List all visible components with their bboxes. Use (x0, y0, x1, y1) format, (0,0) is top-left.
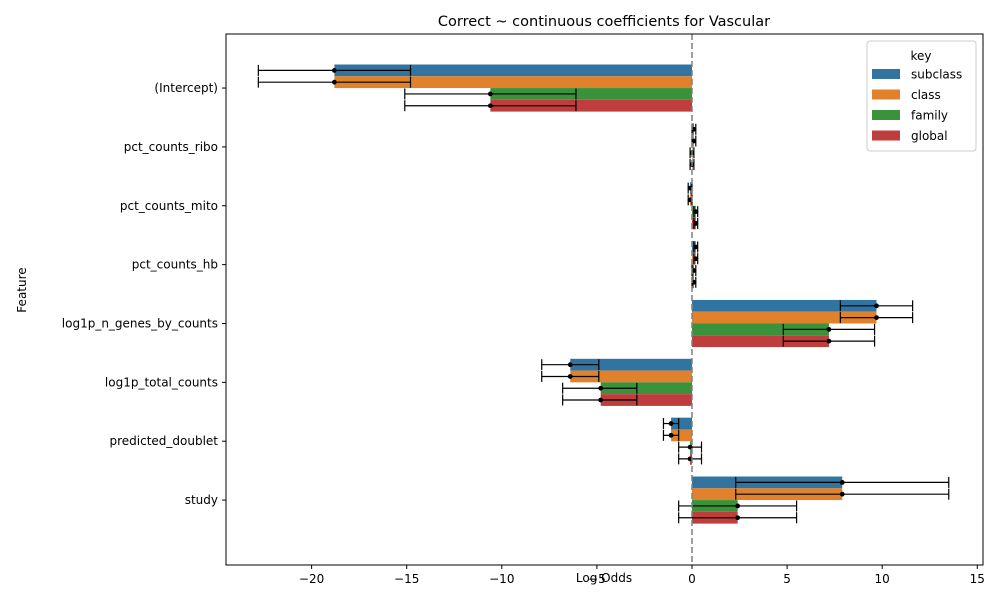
y-tick-label: study (185, 493, 218, 507)
errorbar-subclass-3 (693, 241, 699, 253)
point-subclass-6 (668, 421, 674, 426)
point-global-4 (826, 338, 832, 344)
point-class-6 (668, 432, 674, 438)
x-tick-label: 10 (875, 572, 890, 586)
y-axis-title: Feature (15, 267, 29, 312)
point-subclass-4 (874, 303, 879, 309)
bar-class-6 (671, 429, 692, 442)
errorbar-global-2 (693, 217, 699, 229)
point-global-0 (487, 103, 493, 109)
legend-swatch-global (872, 130, 900, 141)
legend-swatch-family (872, 110, 900, 120)
errorbar-class-4 (839, 312, 914, 324)
y-tick-label: log1p_total_counts (105, 375, 218, 389)
point-family-4 (826, 326, 832, 332)
point-family-5 (598, 385, 604, 391)
plot-frame (225, 33, 984, 566)
errorbar-subclass-5 (541, 359, 600, 371)
chart-title: Correct ~ continuous coefficients for Va… (438, 14, 770, 30)
point-global-2 (693, 221, 699, 226)
errorbar-global-7 (678, 512, 798, 524)
legend: key subclass class family global (866, 40, 977, 152)
bar-global-5 (600, 394, 692, 406)
point-subclass-3 (693, 244, 699, 250)
y-tick-label: predicted_doublet (109, 434, 218, 448)
plot-area (226, 34, 983, 565)
x-tick-label: −20 (299, 572, 324, 586)
y-axis-ticks: (Intercept) pct_counts_ribo pct_counts_mit… (62, 81, 226, 507)
errorbars-layer (257, 64, 950, 524)
x-tick-label: −5 (588, 572, 606, 586)
y-tick-label: (Intercept) (154, 81, 218, 95)
point-class-5 (567, 374, 573, 379)
y-tick-label: pct_counts_mito (120, 199, 218, 213)
y-tick-label: pct_counts_hb (132, 258, 218, 272)
errorbar-subclass-7 (735, 476, 950, 488)
errorbar-class-0 (257, 76, 412, 88)
y-tick-label: log1p_n_genes_by_counts (62, 316, 218, 330)
legend-swatch-subclass (872, 69, 900, 79)
errorbar-subclass-6 (662, 418, 680, 430)
point-family-0 (487, 91, 493, 97)
bar-class-4 (691, 311, 877, 324)
errorbar-global-0 (404, 100, 577, 112)
point-global-5 (598, 397, 604, 403)
bar-global-0 (490, 99, 692, 112)
errorbar-family-5 (562, 382, 638, 394)
legend-title: key (910, 49, 931, 63)
point-family-2 (693, 209, 699, 215)
x-tick-label: 15 (970, 572, 985, 586)
errorbar-global-4 (782, 335, 876, 347)
bar-subclass-5 (570, 358, 692, 371)
x-tick-label: −10 (489, 572, 514, 586)
errorbar-global-5 (562, 394, 638, 406)
bar-subclass-4 (691, 299, 877, 312)
bar-class-0 (334, 76, 692, 89)
legend-label-subclass: subclass (911, 68, 962, 82)
bar-global-4 (691, 335, 829, 348)
point-family-7 (735, 503, 741, 509)
point-subclass-5 (567, 362, 573, 368)
y-tick-label: pct_counts_ribo (124, 140, 218, 154)
point-class-3 (693, 256, 699, 262)
x-tick-label: 0 (688, 572, 696, 586)
x-tick-label: 5 (783, 572, 791, 586)
errorbar-family-0 (404, 88, 577, 100)
x-axis-title: Log Odds (576, 571, 632, 585)
legend-frame (866, 40, 977, 152)
bar-subclass-0 (334, 64, 692, 77)
legend-label-family: family (911, 109, 948, 123)
point-class-4 (874, 315, 879, 321)
legend-label-class: class (911, 88, 941, 102)
errorbar-class-6 (662, 429, 680, 441)
errorbar-class-3 (693, 253, 699, 265)
x-axis-ticks: −20 −15 −10 −5 0 5 10 15 (299, 565, 985, 586)
legend-swatch-class (872, 89, 900, 100)
point-subclass-7 (839, 480, 845, 485)
bar-family-4 (691, 323, 829, 336)
point-subclass-0 (332, 67, 337, 73)
errorbar-family-4 (782, 323, 876, 335)
point-global-7 (735, 515, 741, 521)
errorbar-subclass-4 (839, 300, 914, 312)
errorbar-class-5 (541, 370, 600, 382)
bar-family-0 (490, 88, 692, 100)
bar-family-5 (600, 382, 692, 395)
errorbar-subclass-0 (257, 64, 412, 76)
x-tick-label: −15 (394, 572, 419, 586)
errorbar-family-7 (678, 500, 798, 512)
bar-subclass-6 (671, 417, 692, 430)
legend-label-global: global (911, 129, 948, 143)
errorbar-family-2 (693, 206, 699, 218)
errorbar-class-7 (735, 488, 950, 500)
point-class-7 (839, 491, 845, 497)
bar-class-5 (570, 370, 692, 383)
point-class-0 (332, 79, 337, 85)
